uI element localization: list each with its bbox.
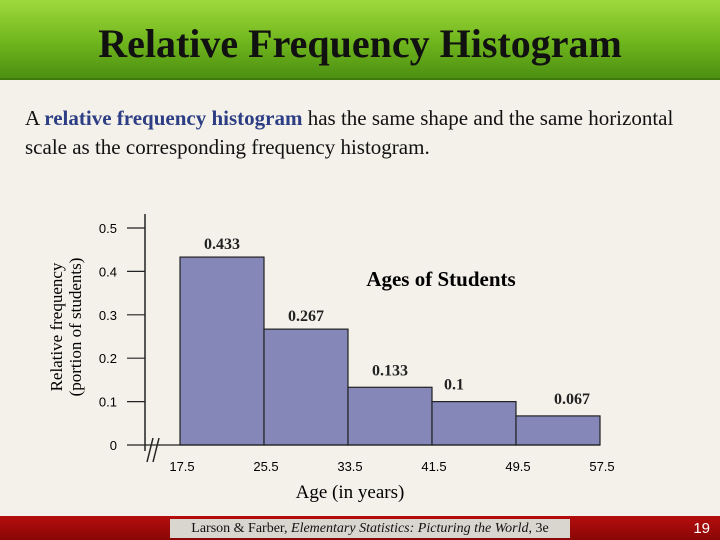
bar-value-label: 0.433 [204, 236, 240, 253]
axis-break-mark [146, 437, 160, 463]
intro-after: has the same shape and the same horizont… [25, 106, 674, 159]
histogram-bar [263, 328, 349, 446]
footer-citation: Larson & Farber, Elementary Statistics: … [170, 519, 570, 538]
histogram-bar [347, 386, 433, 446]
y-tick-label: 0.4 [99, 264, 117, 279]
x-tick-label: 49.5 [505, 459, 530, 474]
footer-edition: , 3e [528, 521, 549, 536]
y-tick-label: 0 [110, 438, 117, 453]
intro-highlight: relative frequency histogram [44, 106, 303, 130]
histogram-bar [515, 415, 601, 446]
y-tick-label: 0.2 [99, 351, 117, 366]
x-tick-label: 41.5 [421, 459, 446, 474]
slide-title: Relative Frequency Histogram [98, 21, 622, 66]
intro-before: A [25, 106, 45, 130]
x-tick-label: 17.5 [169, 459, 194, 474]
x-tick-label: 33.5 [337, 459, 362, 474]
bar-value-label: 0.067 [554, 391, 590, 408]
footer-authors: Larson & Farber, [191, 521, 292, 536]
x-tick-label: 25.5 [253, 459, 278, 474]
x-tick-label: 57.5 [589, 459, 614, 474]
x-axis-label: Age (in years) [296, 482, 405, 503]
bar-value-label: 0.1 [444, 377, 464, 394]
histogram-bar [431, 401, 517, 446]
title-bar [0, 0, 720, 80]
chart-title: Ages of Students [366, 267, 515, 291]
y-tick-label: 0.3 [99, 308, 117, 323]
y-tick-label: 0.1 [99, 395, 117, 410]
intro-text: A relative frequency histogram has the s… [25, 104, 695, 162]
bar-value-label: 0.133 [372, 362, 408, 379]
histogram-bar [179, 256, 265, 446]
page-number: 19 [693, 520, 710, 537]
footer-book-title: Elementary Statistics: Picturing the Wor… [291, 521, 529, 536]
y-tick-label: 0.5 [99, 221, 117, 236]
bar-value-label: 0.267 [288, 308, 324, 325]
